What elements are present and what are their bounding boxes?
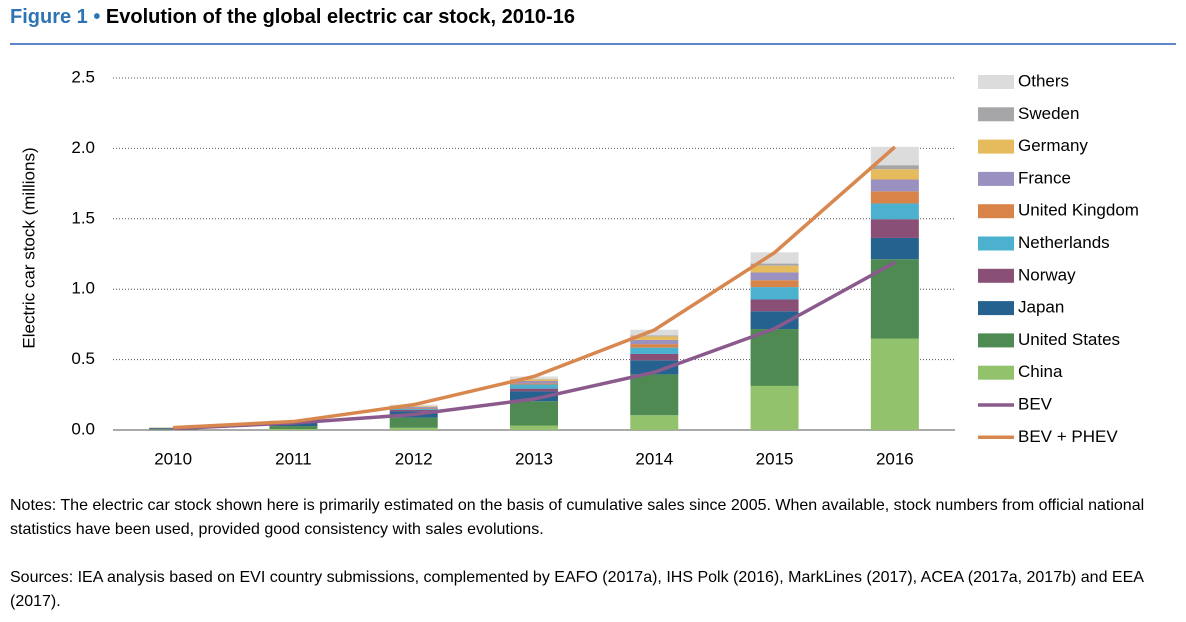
y-tick-label: 1.5 (71, 208, 95, 227)
bar-segment (630, 374, 679, 416)
legend-swatch (978, 333, 1014, 348)
bar-segment (389, 417, 438, 428)
legend-swatch (978, 171, 1014, 186)
y-tick-label: 2.0 (71, 138, 95, 157)
bar-segment (510, 391, 558, 402)
legend-label: Japan (1018, 298, 1064, 317)
bar-segment (750, 252, 799, 264)
legend-label: China (1018, 362, 1063, 381)
y-tick-label: 2.5 (71, 67, 95, 86)
y-tick-label: 0.5 (71, 349, 95, 368)
sources: Sources: IEA analysis based on EVI count… (10, 569, 1144, 610)
legend-label: BEV + PHEV (1018, 427, 1118, 446)
bar-segment (389, 406, 438, 408)
figure-label: Figure 1 • (10, 6, 101, 28)
bar-segment (870, 191, 919, 204)
x-tick-label: 2011 (275, 449, 312, 468)
legend-label: United States (1018, 330, 1120, 349)
bar-segment (510, 383, 558, 385)
bar-segment (750, 311, 799, 330)
y-axis-title: Electric car stock (millions) (19, 147, 38, 348)
bar-segment (870, 338, 919, 430)
bar-segment (750, 299, 799, 312)
bar-segment (750, 272, 799, 281)
legend-swatch (978, 268, 1014, 283)
bar-segment (510, 425, 558, 430)
legend-label: Netherlands (1018, 233, 1110, 252)
bar-segment (750, 385, 799, 430)
legend-swatch (978, 107, 1014, 122)
bar-segment (870, 169, 919, 180)
bar-segment (750, 280, 799, 288)
bar-segment (149, 428, 198, 430)
bar-segment (269, 429, 318, 430)
bar-segment (510, 388, 558, 392)
bar-segment (750, 263, 799, 266)
x-tick-label: 2012 (395, 449, 433, 468)
chart: Electric car stock (millions) 0.0 0.5 1.0 1… (19, 67, 1139, 468)
legend-swatch (978, 301, 1014, 316)
legend-label: France (1018, 168, 1071, 187)
x-tick-label: 2015 (756, 449, 794, 468)
bar-segment (750, 265, 799, 273)
legend-swatch (978, 236, 1014, 251)
bar-segment (630, 344, 679, 348)
bar-segment (630, 360, 679, 375)
bar-segment (630, 339, 679, 345)
bar-segment (750, 287, 799, 300)
bar-segment (389, 427, 438, 430)
x-tick-label: 2013 (515, 449, 553, 468)
x-tick-label: 2010 (154, 449, 192, 468)
bar-segment (630, 347, 679, 354)
bar-segment (630, 336, 679, 340)
bar-segment (510, 379, 558, 382)
notes: Notes: The electric car stock shown here… (10, 497, 1145, 538)
y-tick-label: 0.0 (71, 419, 95, 438)
bar-segment (510, 384, 558, 389)
y-tick-label: 1.0 (71, 279, 95, 298)
bar-segment (870, 179, 919, 192)
legend-label: Sweden (1018, 104, 1079, 123)
legend-label: Norway (1018, 265, 1076, 284)
bar-segment (149, 429, 198, 430)
bar-segment (389, 407, 438, 409)
x-tick-label: 2014 (635, 449, 673, 468)
line (173, 145, 897, 430)
bar-segment (389, 408, 438, 410)
bar-segment (510, 381, 558, 384)
bar-segment (269, 426, 318, 430)
legend-label: Germany (1018, 136, 1088, 155)
bar-segment (630, 335, 679, 337)
bar-segment (870, 219, 919, 238)
bar-segment (630, 329, 679, 336)
legend-label: United Kingdom (1018, 201, 1139, 220)
legend-swatch (978, 365, 1014, 380)
legend-label: BEV (1018, 394, 1053, 413)
bar-segment (630, 353, 679, 361)
title-rule (10, 43, 1176, 45)
bar-segment (870, 146, 919, 166)
bar-segment (870, 237, 919, 260)
legend-swatch (978, 139, 1014, 154)
bar-segment (750, 329, 799, 386)
bar-segment (870, 203, 919, 220)
legend-swatch (978, 75, 1014, 89)
legend-label: Others (1018, 71, 1069, 90)
x-tick-label: 2016 (876, 449, 914, 468)
legend-swatch (978, 204, 1014, 219)
bar-segment (630, 415, 679, 430)
chart-title: Evolution of the global electric car sto… (105, 6, 575, 28)
bar-segment (510, 401, 558, 426)
bar-segment (389, 410, 438, 412)
heading: Figure 1 • Evolution of the global elect… (10, 6, 575, 29)
bar-segment (870, 165, 919, 170)
bar-segment (389, 409, 438, 411)
